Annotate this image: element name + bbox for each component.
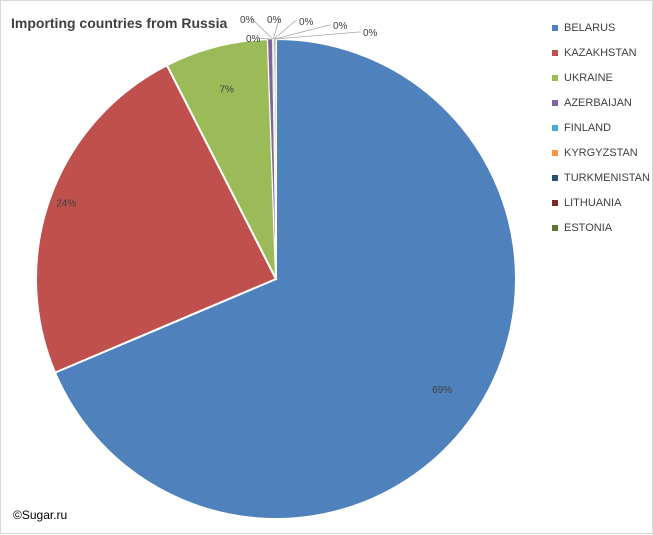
- leader-line-finland: [251, 18, 273, 40]
- leader-line-estonia: [275, 31, 361, 40]
- chart-title: Importing countries from Russia: [11, 15, 228, 31]
- slice-label-estonia: 0%: [363, 28, 378, 39]
- legend-label: BELARUS: [564, 21, 616, 34]
- legend-label: UKRAINE: [564, 71, 613, 84]
- legend-item-kyrgyzstan: KYRGYZSTAN: [552, 140, 652, 165]
- legend-swatch: [552, 174, 558, 181]
- legend-item-turkmenistan: TURKMENISTAN: [552, 165, 652, 190]
- legend-item-finland: FINLAND: [552, 115, 652, 140]
- legend-swatch: [552, 49, 558, 56]
- legend-swatch: [552, 149, 558, 156]
- legend-item-ukraine: UKRAINE: [552, 65, 652, 90]
- slice-label-finland: 0%: [240, 15, 255, 26]
- legend-item-belarus: BELARUS: [552, 15, 652, 40]
- legend-swatch: [552, 74, 558, 81]
- slice-label-turkmenistan: 0%: [299, 17, 314, 28]
- legend-label: ESTONIA: [564, 221, 613, 234]
- legend-swatch: [552, 224, 558, 231]
- legend-label: KYRGYZSTAN: [564, 146, 638, 159]
- chart-legend: BELARUS KAZAKHSTAN UKRAINE AZERBAIJAN FINLAN…: [552, 15, 652, 240]
- slice-label-kazakhstan: 24%: [56, 199, 76, 210]
- legend-swatch: [552, 199, 558, 206]
- leader-line-kyrgyzstan: [272, 18, 281, 40]
- legend-label: FINLAND: [564, 121, 612, 134]
- legend-item-azerbaijan: AZERBAIJAN: [552, 90, 652, 115]
- copyright-text: ©Sugar.ru: [13, 508, 68, 522]
- leader-line-azerbaijan: [257, 37, 271, 40]
- legend-label: TURKMENISTAN: [564, 171, 650, 184]
- legend-label: AZERBAIJAN: [564, 96, 632, 109]
- pie-slice-belarus: [53, 37, 517, 520]
- pie-slice-kazakhstan: [35, 63, 278, 374]
- legend-item-kazakhstan: KAZAKHSTAN: [552, 40, 652, 65]
- pie-slice-ukraine: [165, 38, 277, 280]
- legend-label: LITHUANIA: [564, 196, 622, 209]
- legend-label: KAZAKHSTAN: [564, 46, 637, 59]
- legend-item-lithuania: LITHUANIA: [552, 190, 652, 215]
- slice-label-lithuania: 0%: [333, 21, 348, 32]
- legend-swatch: [552, 99, 558, 106]
- slice-label-ukraine: 7%: [219, 84, 234, 95]
- slice-label-azerbaijan: 0%: [246, 34, 261, 45]
- legend-swatch: [552, 24, 558, 31]
- slice-label-belarus: 69%: [432, 385, 452, 396]
- leader-line-lithuania: [274, 24, 331, 40]
- legend-item-estonia: ESTONIA: [552, 215, 652, 240]
- legend-swatch: [552, 124, 558, 131]
- leader-line-turkmenistan: [273, 20, 297, 40]
- slice-label-kyrgyzstan: 0%: [267, 15, 282, 26]
